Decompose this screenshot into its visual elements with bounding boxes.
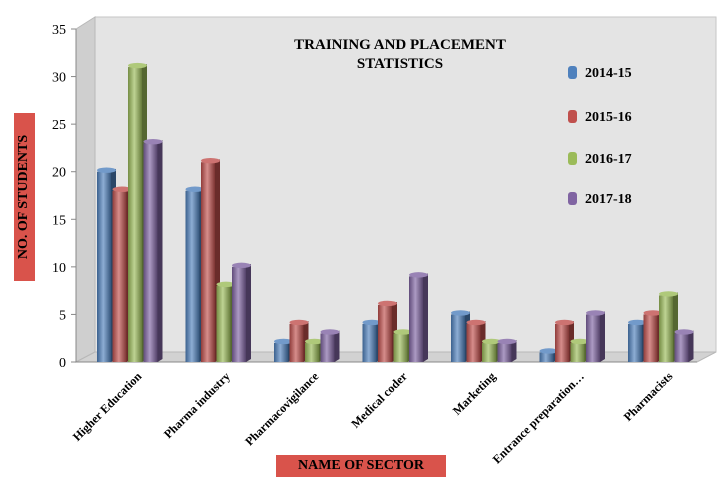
bar-2017-18-5	[586, 310, 605, 362]
x-tick-label: Marketing	[450, 369, 499, 418]
legend-swatch-2015-16	[568, 110, 577, 123]
bar-2017-18-1	[232, 262, 251, 362]
legend-label-2015-16: 2015-16	[585, 110, 632, 125]
x-axis-label: NAME OF SECTOR	[276, 455, 446, 477]
legend-swatch-2014-15	[568, 66, 577, 79]
y-axis-label: NO. OF STUDENTS	[16, 134, 31, 260]
chart-title: TRAINING AND PLACEMENT STATISTICS	[294, 37, 506, 72]
y-axis-ticks: 0 5 10 15 20 25 30 35	[52, 23, 76, 371]
bar-2017-18-2	[320, 329, 340, 362]
x-tick-label: Medical coder	[348, 369, 410, 431]
bar-2016-17-2	[305, 338, 324, 362]
legend-label-2016-17: 2016-17	[585, 152, 632, 167]
legend-item-2014-15: 2014-15	[568, 66, 632, 84]
legend-item-2017-18: 2017-18	[568, 192, 632, 210]
y-axis-label-box	[14, 113, 35, 281]
legend-item-2015-16: 2015-16	[568, 110, 632, 128]
y-tick-label: 5	[59, 308, 66, 323]
legend-label-2017-18: 2017-18	[585, 192, 632, 207]
y-tick-label: 30	[52, 71, 66, 86]
x-tick-label: Pharma industry	[161, 369, 233, 441]
y-tick-label: 0	[59, 356, 66, 371]
legend-item-2016-17: 2016-17	[568, 152, 632, 170]
x-axis-labels: Higher Education Pharma industry Pharmacov…	[70, 369, 676, 467]
y-tick-label: 20	[52, 166, 66, 181]
bar-2016-17-6	[659, 291, 678, 362]
legend-swatch-2016-17	[568, 152, 577, 165]
bars	[97, 62, 694, 363]
x-tick-label: Pharmacovigilance	[242, 369, 322, 449]
bar-2017-18-0	[143, 138, 163, 362]
y-tick-label: 25	[52, 118, 66, 133]
bar-2015-16-1	[201, 158, 220, 362]
legend-label-2014-15: 2014-15	[585, 66, 632, 81]
bar-2017-18-6	[674, 329, 694, 362]
legend-swatch-2017-18	[568, 192, 577, 205]
side-wall	[75, 16, 96, 363]
bar-2017-18-3	[409, 272, 428, 362]
bar-2017-18-4	[497, 338, 517, 362]
y-tick-label: 35	[52, 23, 66, 38]
y-tick-label: 10	[52, 261, 66, 276]
x-tick-label: Higher Education	[70, 369, 145, 444]
y-tick-label: 15	[52, 213, 66, 228]
x-tick-label: Entrance preparation…	[490, 369, 587, 466]
x-tick-label: Pharmacists	[621, 369, 676, 424]
